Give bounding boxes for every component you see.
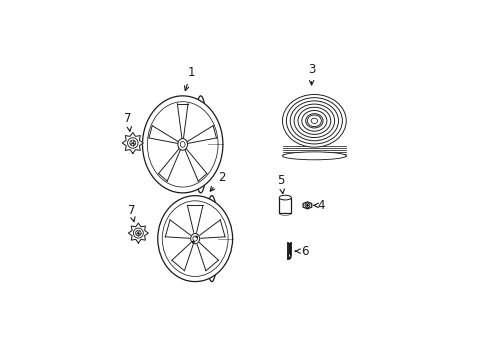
Circle shape [196,237,197,238]
Ellipse shape [290,101,338,141]
Text: 4: 4 [313,199,325,212]
Polygon shape [128,223,148,243]
Ellipse shape [282,94,346,147]
Ellipse shape [142,96,223,193]
Circle shape [127,138,138,148]
Ellipse shape [282,152,346,160]
Text: 6: 6 [295,244,308,258]
Circle shape [130,140,136,146]
Circle shape [135,230,141,236]
Text: 2: 2 [210,171,225,191]
Circle shape [133,228,143,238]
Circle shape [306,204,307,206]
Circle shape [192,241,194,243]
Text: 1: 1 [184,66,194,91]
Ellipse shape [178,139,187,150]
Ellipse shape [307,115,321,127]
Ellipse shape [310,118,317,123]
Ellipse shape [180,141,185,147]
Ellipse shape [193,96,207,193]
Text: 5: 5 [277,174,284,194]
Bar [279,198,291,213]
Text: 7: 7 [124,112,132,131]
Ellipse shape [205,195,218,282]
Ellipse shape [193,236,197,241]
Ellipse shape [279,195,291,200]
Ellipse shape [158,195,232,282]
Ellipse shape [297,107,330,134]
Ellipse shape [305,114,323,128]
Text: 7: 7 [127,204,135,222]
Ellipse shape [279,211,291,215]
Polygon shape [303,202,311,209]
Ellipse shape [293,104,334,138]
Text: 3: 3 [307,63,315,85]
Circle shape [305,203,309,208]
Ellipse shape [301,111,326,131]
Ellipse shape [190,234,199,244]
Polygon shape [122,132,143,153]
Ellipse shape [286,98,342,144]
